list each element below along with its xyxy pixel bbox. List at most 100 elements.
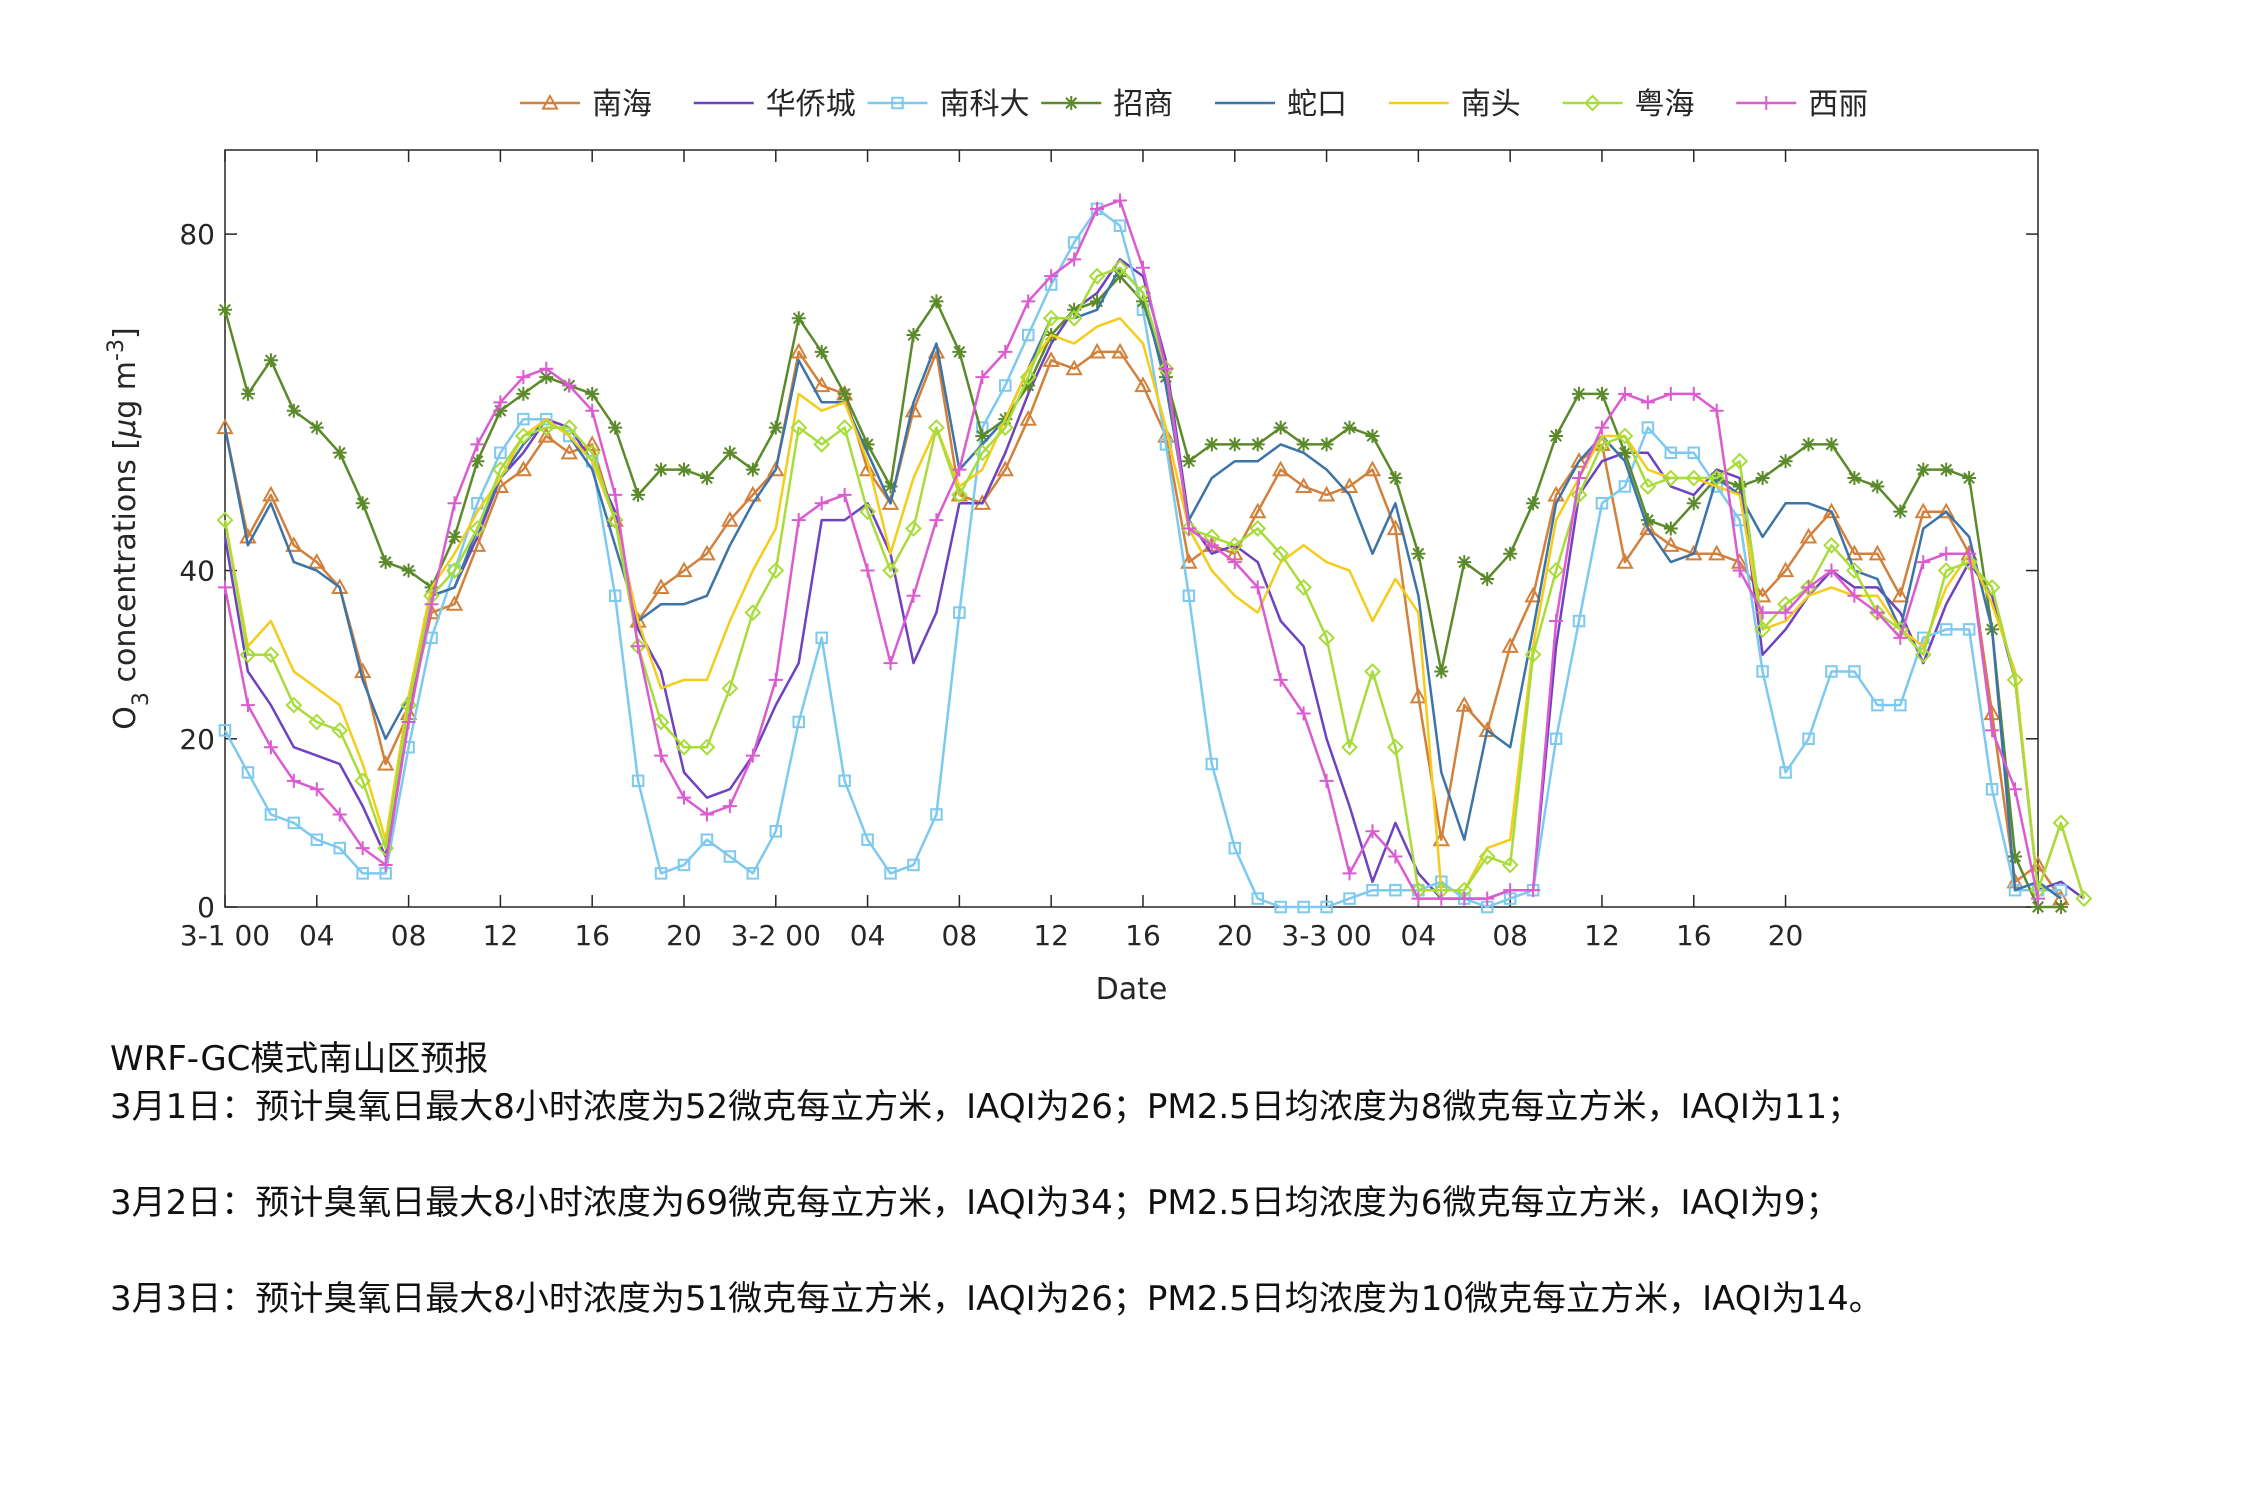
data-point-square xyxy=(1343,892,1356,905)
series-line xyxy=(223,350,2062,900)
data-point-star xyxy=(1250,437,1265,452)
data-point-square xyxy=(608,589,622,603)
data-point-diamond xyxy=(1226,536,1244,554)
data-point-star xyxy=(1227,437,1242,452)
data-point-plus xyxy=(1503,883,1518,898)
legend-item: 西丽 xyxy=(1736,87,1868,122)
data-point-plus xyxy=(906,588,921,603)
data-point-star xyxy=(1686,496,1701,511)
data-point-plus xyxy=(286,773,301,788)
data-point-star xyxy=(1640,513,1655,528)
data-point-diamond xyxy=(2052,814,2070,832)
data-point-diamond xyxy=(1478,848,1496,865)
x-tick-label: 16 xyxy=(1676,919,1712,952)
data-point-star xyxy=(1480,571,1495,586)
data-point-star xyxy=(1434,664,1449,679)
data-point-plus xyxy=(2031,891,2045,906)
data-point-star xyxy=(952,344,967,359)
data-point-diamond xyxy=(1639,478,1657,495)
data-point-diamond xyxy=(1042,309,1060,327)
data-point-plus xyxy=(1158,361,1173,376)
data-point-plus xyxy=(952,462,967,477)
x-tick-label: 04 xyxy=(299,919,335,952)
data-point-diamond xyxy=(698,738,716,756)
data-point-square xyxy=(1664,446,1678,460)
data-point-star xyxy=(1457,555,1472,570)
data-point-plus xyxy=(929,513,944,528)
data-point-plus xyxy=(1939,546,1954,561)
data-point-plus xyxy=(1090,201,1105,216)
data-point-triangle xyxy=(996,460,1014,477)
data-point-square xyxy=(891,96,904,110)
data-point-diamond xyxy=(790,419,808,436)
legend-label: 南科大 xyxy=(940,87,1030,122)
data-point-square xyxy=(999,379,1012,392)
data-point-square xyxy=(953,606,966,619)
data-point-plus xyxy=(240,698,255,713)
data-point-triangle xyxy=(285,536,303,552)
data-point-star xyxy=(1342,420,1357,435)
data-point-triangle xyxy=(262,485,280,502)
data-point-diamond xyxy=(1272,545,1290,563)
data-point-plus xyxy=(1640,395,1655,410)
y-tick-label: 0 xyxy=(197,891,215,924)
data-point-star xyxy=(1503,546,1518,561)
data-point-diamond xyxy=(1616,427,1634,445)
data-point-star xyxy=(791,311,806,326)
data-point-diamond xyxy=(583,444,601,462)
data-point-triangle xyxy=(1386,519,1405,536)
data-point-square xyxy=(1389,883,1402,897)
data-point-star xyxy=(837,386,852,401)
data-point-diamond xyxy=(859,503,876,521)
data-point-diamond xyxy=(491,461,509,479)
data-point-triangle xyxy=(1249,502,1267,519)
x-tick-label: 16 xyxy=(574,919,610,952)
data-point-square xyxy=(1228,841,1242,855)
data-point-square xyxy=(1366,883,1379,897)
data-point-triangle xyxy=(1363,460,1382,477)
data-point-diamond xyxy=(1111,259,1129,277)
y-axis-label: O3 concentrations [μg m-3] xyxy=(104,327,154,729)
data-point-square xyxy=(1021,328,1035,342)
data-point-plus xyxy=(1594,420,1609,435)
data-point-star xyxy=(1663,521,1678,536)
data-point-square xyxy=(264,808,278,821)
data-point-star xyxy=(355,496,370,511)
data-point-triangle xyxy=(445,595,464,611)
data-point-diamond xyxy=(1501,856,1519,874)
series-7 xyxy=(216,259,2093,908)
data-point-plus xyxy=(585,403,600,418)
data-point-star xyxy=(1893,504,1908,519)
x-tick-label: 3-3 00 xyxy=(1281,919,1371,952)
data-point-star xyxy=(2053,900,2068,914)
data-point-star xyxy=(1870,479,1885,494)
x-tick-label: 04 xyxy=(850,919,886,952)
data-point-diamond xyxy=(537,419,555,436)
data-point-diamond xyxy=(1937,562,1955,579)
data-point-star xyxy=(1549,428,1564,443)
data-point-triangle xyxy=(331,578,349,594)
data-point-plus xyxy=(1388,849,1403,864)
data-point-star xyxy=(378,555,393,570)
data-point-square xyxy=(333,841,346,855)
data-point-square xyxy=(1549,732,1563,746)
x-tick-label: 20 xyxy=(1217,919,1253,952)
series-lines xyxy=(216,193,2093,914)
data-point-star xyxy=(447,529,462,544)
data-point-square xyxy=(861,833,874,846)
data-point-triangle xyxy=(1317,485,1336,502)
data-point-plus xyxy=(1893,630,1908,645)
data-point-square xyxy=(792,715,805,729)
data-point-star xyxy=(1411,546,1426,561)
data-point-square xyxy=(815,631,828,645)
data-point-diamond xyxy=(996,419,1014,436)
legend-item: 南海 xyxy=(520,87,652,122)
data-point-triangle xyxy=(652,578,670,594)
data-point-diamond xyxy=(675,738,693,756)
data-point-square xyxy=(1939,623,1953,636)
data-point-diamond xyxy=(950,486,968,504)
data-point-plus xyxy=(1617,386,1632,401)
legend-item: 粤海 xyxy=(1562,87,1695,122)
data-point-triangle xyxy=(1547,485,1565,502)
series-8 xyxy=(218,193,2045,906)
